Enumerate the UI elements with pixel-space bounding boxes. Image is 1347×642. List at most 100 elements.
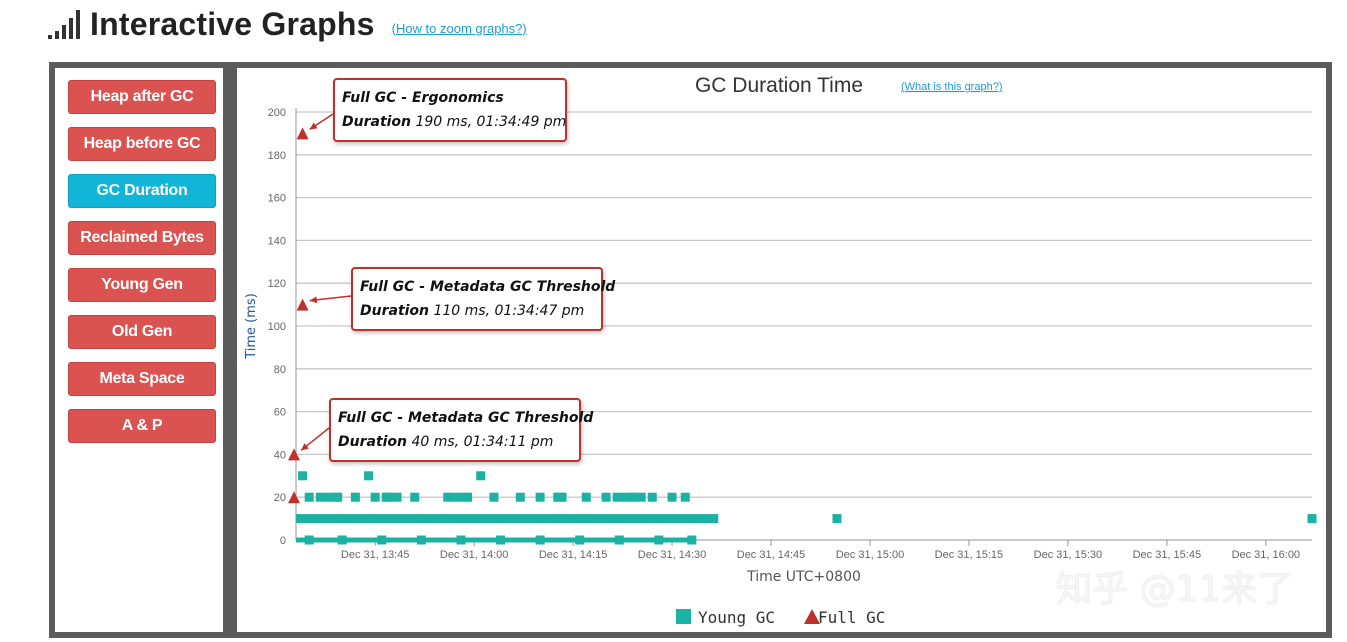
young-gc-point — [496, 535, 506, 545]
full-gc-point — [296, 127, 309, 140]
full-gc-point — [288, 491, 300, 504]
y-tick-label: 100 — [268, 321, 286, 333]
young-gc-point — [331, 492, 341, 502]
young-gc-band — [296, 514, 719, 524]
full-gc-point — [288, 448, 300, 461]
young-gc-point — [350, 492, 360, 502]
young-gc-point — [627, 492, 637, 502]
young-gc-point — [304, 492, 314, 502]
tooltip-arrow-head — [309, 122, 318, 130]
full-gc-points — [288, 127, 309, 504]
y-tick-label: 160 — [268, 193, 286, 205]
young-gc-points — [298, 471, 1317, 545]
young-gc-point — [463, 492, 473, 502]
x-tick-label: Dec 31, 14:00 — [440, 549, 509, 561]
gc-duration-button[interactable]: GC Duration — [68, 174, 216, 208]
young-gc-point — [370, 492, 380, 502]
young-gc-band — [447, 492, 468, 502]
young-gc-point — [581, 492, 591, 502]
what-is-this-graph-link[interactable]: (What is this graph?) — [901, 81, 1002, 93]
gc-duration-chart[interactable]: 0 20 40 60 80 100 120 140 160 180 200 Dec 31, 13:4… — [237, 68, 1326, 632]
young-gc-point — [456, 535, 466, 545]
young-gc-point — [555, 492, 565, 502]
how-to-zoom-link[interactable]: (How to zoom graphs?) — [391, 20, 527, 36]
y-tick-label: 60 — [274, 407, 286, 419]
x-tick-label: Dec 31, 14:45 — [737, 549, 806, 561]
x-axis-label: Time UTC+0800 — [746, 569, 861, 585]
x-tick-label: Dec 31, 14:15 — [539, 549, 608, 561]
young-gc-point — [443, 492, 453, 502]
graphs-header: Interactive Graphs (How to zoom graphs?) — [48, 2, 527, 46]
young-gc-point — [535, 535, 545, 545]
legend-full-gc-label[interactable]: Full GC — [818, 608, 885, 627]
tooltip-duration: Duration 190 ms, 01:34:49 pm — [342, 114, 567, 130]
graph-selector-sidebar: Heap after GC Heap before GC GC Duration… — [55, 68, 223, 632]
young-gc-point — [575, 535, 585, 545]
young-gc-point — [298, 471, 308, 481]
young-gen-button[interactable]: Young Gen — [68, 268, 216, 302]
tooltip-arrow-head — [301, 443, 309, 451]
chart-title: GC Duration Time — [695, 74, 863, 97]
young-gc-point — [832, 514, 842, 524]
meta-space-button[interactable]: Meta Space — [68, 362, 216, 396]
x-tick-label: Dec 31, 15:45 — [1133, 549, 1202, 561]
full-gc-point — [296, 298, 309, 311]
young-gc-point — [416, 535, 426, 545]
young-gc-point — [515, 492, 525, 502]
young-gc-point — [364, 471, 374, 481]
x-tick-label: Dec 31, 15:30 — [1034, 549, 1103, 561]
page-title: Interactive Graphs — [90, 5, 375, 42]
x-tick-label: Dec 31, 15:00 — [836, 549, 905, 561]
young-gc-point — [337, 535, 347, 545]
old-gen-button[interactable]: Old Gen — [68, 315, 216, 349]
y-tick-label: 40 — [274, 449, 286, 461]
x-tick-label: Dec 31, 16:00 — [1232, 549, 1301, 561]
x-tick-label: Dec 31, 14:30 — [638, 549, 707, 561]
young-gc-point — [614, 535, 624, 545]
y-tick-label: 140 — [268, 235, 286, 247]
a-and-p-button[interactable]: A & P — [68, 409, 216, 443]
tooltip-title: Full GC - Ergonomics — [342, 90, 504, 106]
y-tick-label: 0 — [280, 535, 286, 547]
young-gc-point — [601, 492, 611, 502]
tooltip-title: Full GC - Metadata GC Threshold — [338, 410, 594, 426]
y-tick-label: 20 — [274, 492, 286, 504]
y-tick-label: 120 — [268, 278, 286, 290]
young-gc-band — [315, 492, 343, 502]
heap-after-gc-button[interactable]: Heap after GC — [68, 80, 216, 114]
tooltip-full-gc-ergonomics: Full GC - Ergonomics Duration 190 ms, 01… — [333, 78, 567, 142]
young-gc-point — [489, 492, 499, 502]
legend-full-gc-swatch — [804, 609, 820, 624]
tooltip-duration: Duration 110 ms, 01:34:47 pm — [360, 303, 585, 319]
x-tick-label: Dec 31, 13:45 — [341, 549, 410, 561]
young-gc-band — [296, 537, 692, 543]
signal-bars-icon — [48, 9, 80, 39]
tooltip-full-gc-metadata-110: Full GC - Metadata GC Threshold Duration… — [351, 267, 616, 331]
young-gc-point — [1307, 514, 1317, 524]
tooltip-duration: Duration 40 ms, 01:34:11 pm — [338, 434, 554, 450]
young-gc-point — [304, 535, 314, 545]
heap-before-gc-button[interactable]: Heap before GC — [68, 127, 216, 161]
young-gc-point — [377, 535, 387, 545]
reclaimed-bytes-button[interactable]: Reclaimed Bytes — [68, 221, 216, 255]
x-axis-ticks: Dec 31, 13:45 Dec 31, 14:00 Dec 31, 14:15 D… — [341, 540, 1300, 561]
young-gc-point — [535, 492, 545, 502]
young-gc-point — [667, 492, 677, 502]
y-tick-label: 200 — [268, 107, 286, 119]
tooltip-title: Full GC - Metadata GC Threshold — [360, 279, 616, 295]
gc-duration-chart-panel[interactable]: 0 20 40 60 80 100 120 140 160 180 200 Dec 31, 13:4… — [237, 68, 1326, 632]
young-gc-point — [654, 535, 664, 545]
y-axis-label: Time (ms) — [244, 293, 259, 360]
x-tick-label: Dec 31, 15:15 — [935, 549, 1004, 561]
legend-young-gc-label[interactable]: Young GC — [698, 608, 775, 627]
young-gc-point — [476, 471, 486, 481]
chart-legend: Young GC Full GC — [676, 608, 885, 627]
graphs-frame: Heap after GC Heap before GC GC Duration… — [49, 62, 1332, 638]
legend-young-gc-swatch — [676, 609, 691, 624]
tooltip-arrows — [300, 113, 352, 451]
young-gc-point — [680, 492, 690, 502]
tooltip-full-gc-metadata-40: Full GC - Metadata GC Threshold Duration… — [329, 398, 594, 462]
y-tick-label: 80 — [274, 364, 286, 376]
young-gc-point — [383, 492, 393, 502]
young-gc-point — [687, 535, 697, 545]
